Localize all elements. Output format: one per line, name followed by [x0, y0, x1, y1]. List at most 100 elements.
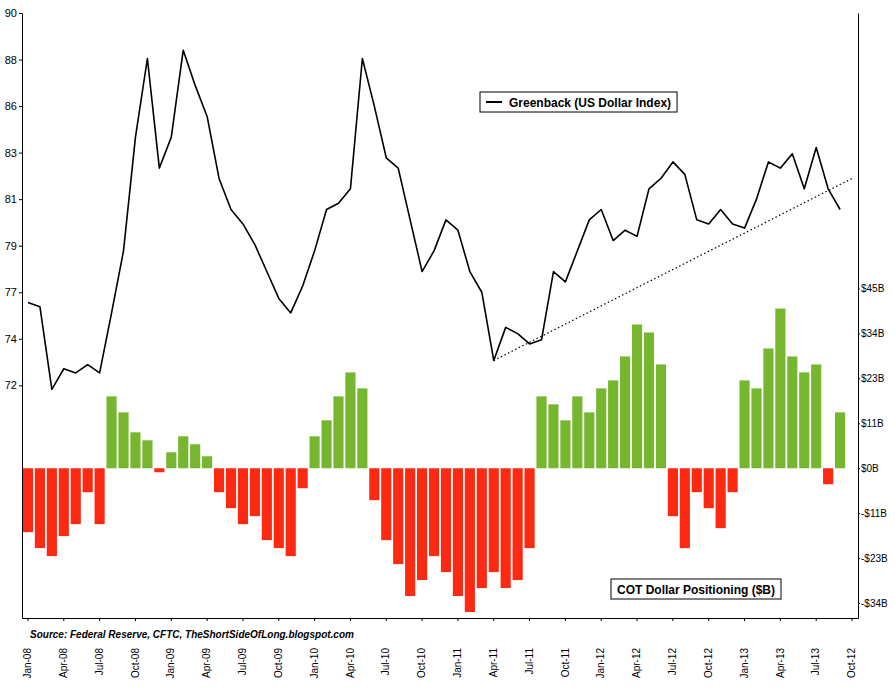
tick-label: Oct-08 — [130, 648, 141, 678]
tick-label: Jan-13 — [739, 648, 750, 679]
tick-mark — [422, 618, 423, 621]
tick-label: Apr-10 — [345, 648, 356, 678]
source-note: Source: Federal Reserve, CFTC, TheShortS… — [30, 629, 354, 640]
tick: Oct-08 — [130, 618, 141, 678]
tick: Oct-11 — [560, 618, 571, 677]
tick-label: Jul-11 — [524, 648, 535, 675]
tick-label: 79 — [5, 240, 17, 252]
tick-label: Apr-09 — [201, 648, 212, 678]
bar — [763, 348, 773, 468]
tick-label: Jan-12 — [595, 648, 606, 679]
tick-mark — [135, 618, 136, 621]
tick-label: -$34B — [861, 598, 888, 609]
plot-area — [23, 50, 852, 612]
bar — [310, 436, 320, 468]
tick-mark — [601, 618, 602, 621]
bar — [453, 468, 463, 596]
tick-mark — [19, 339, 22, 340]
tick-label: Jul-10 — [380, 648, 391, 676]
tick: -$34B — [858, 598, 888, 609]
tick-label: Jan-09 — [165, 648, 176, 679]
tick: Oct-10 — [416, 618, 427, 678]
tick-mark — [457, 618, 458, 621]
legend-label: COT Dollar Positioning ($B) — [617, 583, 775, 597]
bar — [704, 468, 714, 508]
tick-label: 74 — [5, 333, 17, 345]
tick: 88 — [5, 54, 22, 66]
tick-mark — [19, 106, 22, 107]
tick-mark — [19, 292, 22, 293]
tick-label: -$11B — [861, 508, 887, 519]
tick-mark — [708, 618, 709, 621]
tick-mark — [858, 558, 860, 559]
tick-label: Apr-13 — [775, 648, 786, 678]
legend-item: Greenback (US Dollar Index) — [480, 92, 677, 112]
tick-label: Apr-08 — [58, 648, 69, 678]
bar — [775, 309, 785, 469]
tick: Jan-11 — [452, 618, 463, 678]
legend-item: COT Dollar Positioning ($B) — [611, 579, 781, 599]
tick-mark — [19, 153, 22, 154]
tick-mark — [816, 618, 817, 621]
tick-mark — [99, 618, 100, 621]
tick-mark — [672, 618, 673, 621]
bar — [166, 452, 176, 468]
tick-mark — [27, 618, 28, 621]
bar — [47, 468, 57, 556]
tick: Apr-13 — [775, 618, 786, 678]
tick: Apr-08 — [58, 618, 69, 678]
bar — [178, 436, 188, 468]
tick: Jul-11 — [524, 618, 535, 675]
bar — [716, 468, 726, 528]
bar — [680, 468, 690, 548]
bar — [596, 388, 606, 468]
tick-label: Jan-11 — [452, 648, 463, 678]
tick-mark — [858, 603, 860, 604]
tick: Jul-13 — [810, 618, 821, 675]
bars — [23, 309, 845, 612]
bar — [333, 396, 343, 468]
bar — [584, 412, 594, 468]
tick-label: 81 — [5, 193, 17, 205]
tick: Apr-11 — [488, 618, 499, 677]
tick-label: Oct-10 — [416, 648, 427, 678]
bar — [501, 468, 511, 588]
tick: Jul-10 — [380, 618, 391, 675]
tick-mark — [852, 618, 853, 621]
tick: Jul-09 — [237, 618, 248, 675]
bar — [620, 356, 630, 468]
tick: Jan-12 — [595, 618, 606, 679]
tick-mark — [19, 246, 22, 247]
tick: 90 — [5, 7, 22, 19]
tick-label: 72 — [5, 379, 17, 391]
tick-label: Oct-12 — [846, 648, 857, 678]
line — [28, 50, 840, 389]
bar — [644, 332, 654, 468]
tick: -$11B — [858, 508, 887, 519]
tick: Jan-09 — [165, 618, 176, 679]
tick: Apr-12 — [631, 618, 642, 678]
tick: $34B — [858, 328, 885, 339]
tick-label: $11B — [861, 418, 884, 429]
tick-mark — [744, 618, 745, 621]
tick-label: Jul-12 — [667, 648, 678, 676]
tick: 72 — [5, 379, 22, 391]
bar — [381, 468, 391, 540]
bar — [811, 364, 821, 468]
tick: $45B — [858, 283, 885, 294]
bar — [83, 468, 93, 492]
y2-axis: -$34B-$23B-$11B$0B$11B$23B$34B$45B — [858, 14, 888, 619]
bar — [739, 380, 749, 468]
tick-mark — [858, 378, 860, 379]
bar — [142, 440, 152, 468]
tick: Jul-08 — [94, 618, 105, 675]
tick-label: Oct-09 — [273, 648, 284, 678]
tick-mark — [207, 618, 208, 621]
tick-label: Jul-09 — [237, 648, 248, 676]
tick: Apr-10 — [345, 618, 356, 678]
bar — [536, 396, 546, 468]
tick-mark — [19, 60, 22, 61]
bar — [489, 468, 499, 572]
tick-mark — [19, 385, 22, 386]
bar — [429, 468, 439, 556]
